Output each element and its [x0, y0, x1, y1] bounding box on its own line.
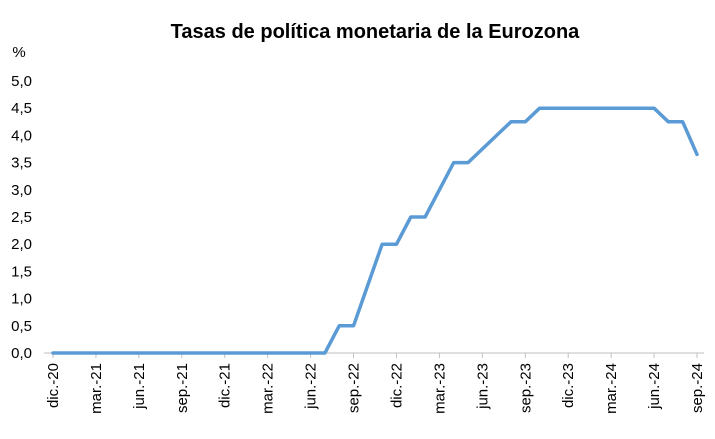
x-tick-label: mar.-24	[603, 363, 620, 414]
y-tick-label: 3,0	[11, 182, 32, 199]
x-tick-label: jun.-21	[131, 363, 148, 410]
x-tick-label: sep.-24	[689, 363, 706, 413]
x-tick-label: mar.-21	[88, 363, 105, 414]
y-tick-label: 4,5	[11, 100, 32, 117]
y-tick-label: 5,0	[11, 73, 32, 90]
x-tick-label: mar.-22	[260, 363, 277, 414]
y-axis-unit-label: %	[12, 44, 25, 61]
x-tick-label: sep.-22	[346, 363, 363, 413]
x-tick-label: dic.-23	[560, 363, 577, 408]
y-axis-tick-labels: 0,0 0,5 1,0 1,5 2,0 2,5 3,0 3,5 4,0 4,5 5,0	[11, 73, 32, 362]
data-series	[51, 106, 699, 355]
series-line	[51, 106, 699, 355]
x-tick-label: dic.-22	[388, 363, 405, 408]
x-tick-label: sep.-23	[517, 363, 534, 413]
x-axis-tick-labels: dic.-20 mar.-21 jun.-21 sep.-21 dic.-21 mar.-…	[45, 363, 706, 414]
chart-title: Tasas de política monetaria de la Eurozo…	[171, 21, 581, 43]
y-tick-label: 1,5	[11, 263, 32, 280]
y-tick-label: 0,5	[11, 318, 32, 335]
x-tick-label: jun.-24	[646, 363, 663, 410]
x-tick-label: jun.-23	[474, 363, 491, 410]
y-tick-label: 3,5	[11, 155, 32, 172]
y-tick-label: 2,0	[11, 236, 32, 253]
y-tick-label: 4,0	[11, 127, 32, 144]
x-tick-label: jun.-22	[303, 363, 320, 410]
x-tick-label: dic.-20	[45, 363, 62, 408]
x-tick-label: dic.-21	[217, 363, 234, 408]
x-tick-label: mar.-23	[431, 363, 448, 414]
y-tick-label: 1,0	[11, 291, 32, 308]
y-tick-label: 2,5	[11, 209, 32, 226]
y-tick-label: 0,0	[11, 345, 32, 362]
x-tick-label: sep.-21	[174, 363, 191, 413]
